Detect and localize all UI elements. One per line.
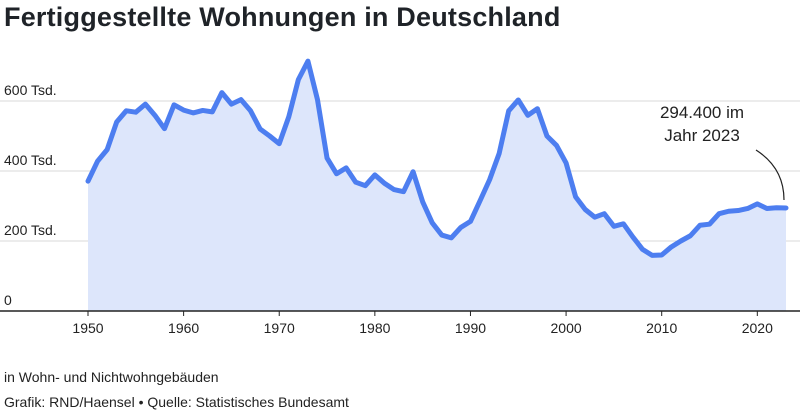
chart-source: Grafik: RND/Haensel • Quelle: Statistisc… [4,394,349,410]
series-line [85,58,789,258]
x-tick-label: 1950 [72,320,103,336]
x-tick-label: 1980 [359,320,390,336]
annotation-leader-line [755,149,785,200]
y-tick-label: 600 Tsd. [4,82,57,98]
y-tick-label: 400 Tsd. [4,152,57,168]
page-title: Fertiggestellte Wohnungen in Deutschland [4,2,561,32]
x-tick-label: 2010 [646,320,677,336]
x-tick-label: 2020 [742,320,773,336]
area-fill [88,61,786,311]
x-tick-label: 1960 [168,320,199,336]
x-tick-label: 2000 [551,320,582,336]
annotation-text: 294.400 im [660,103,744,122]
y-tick-label: 200 Tsd. [4,222,57,238]
chart-note: in Wohn- und Nichtwohngebäuden [4,369,219,385]
annotation-text: Jahr 2023 [664,126,740,145]
x-tick-label: 1990 [455,320,486,336]
y-tick-label: 0 [4,292,12,308]
x-tick-label: 1970 [264,320,295,336]
